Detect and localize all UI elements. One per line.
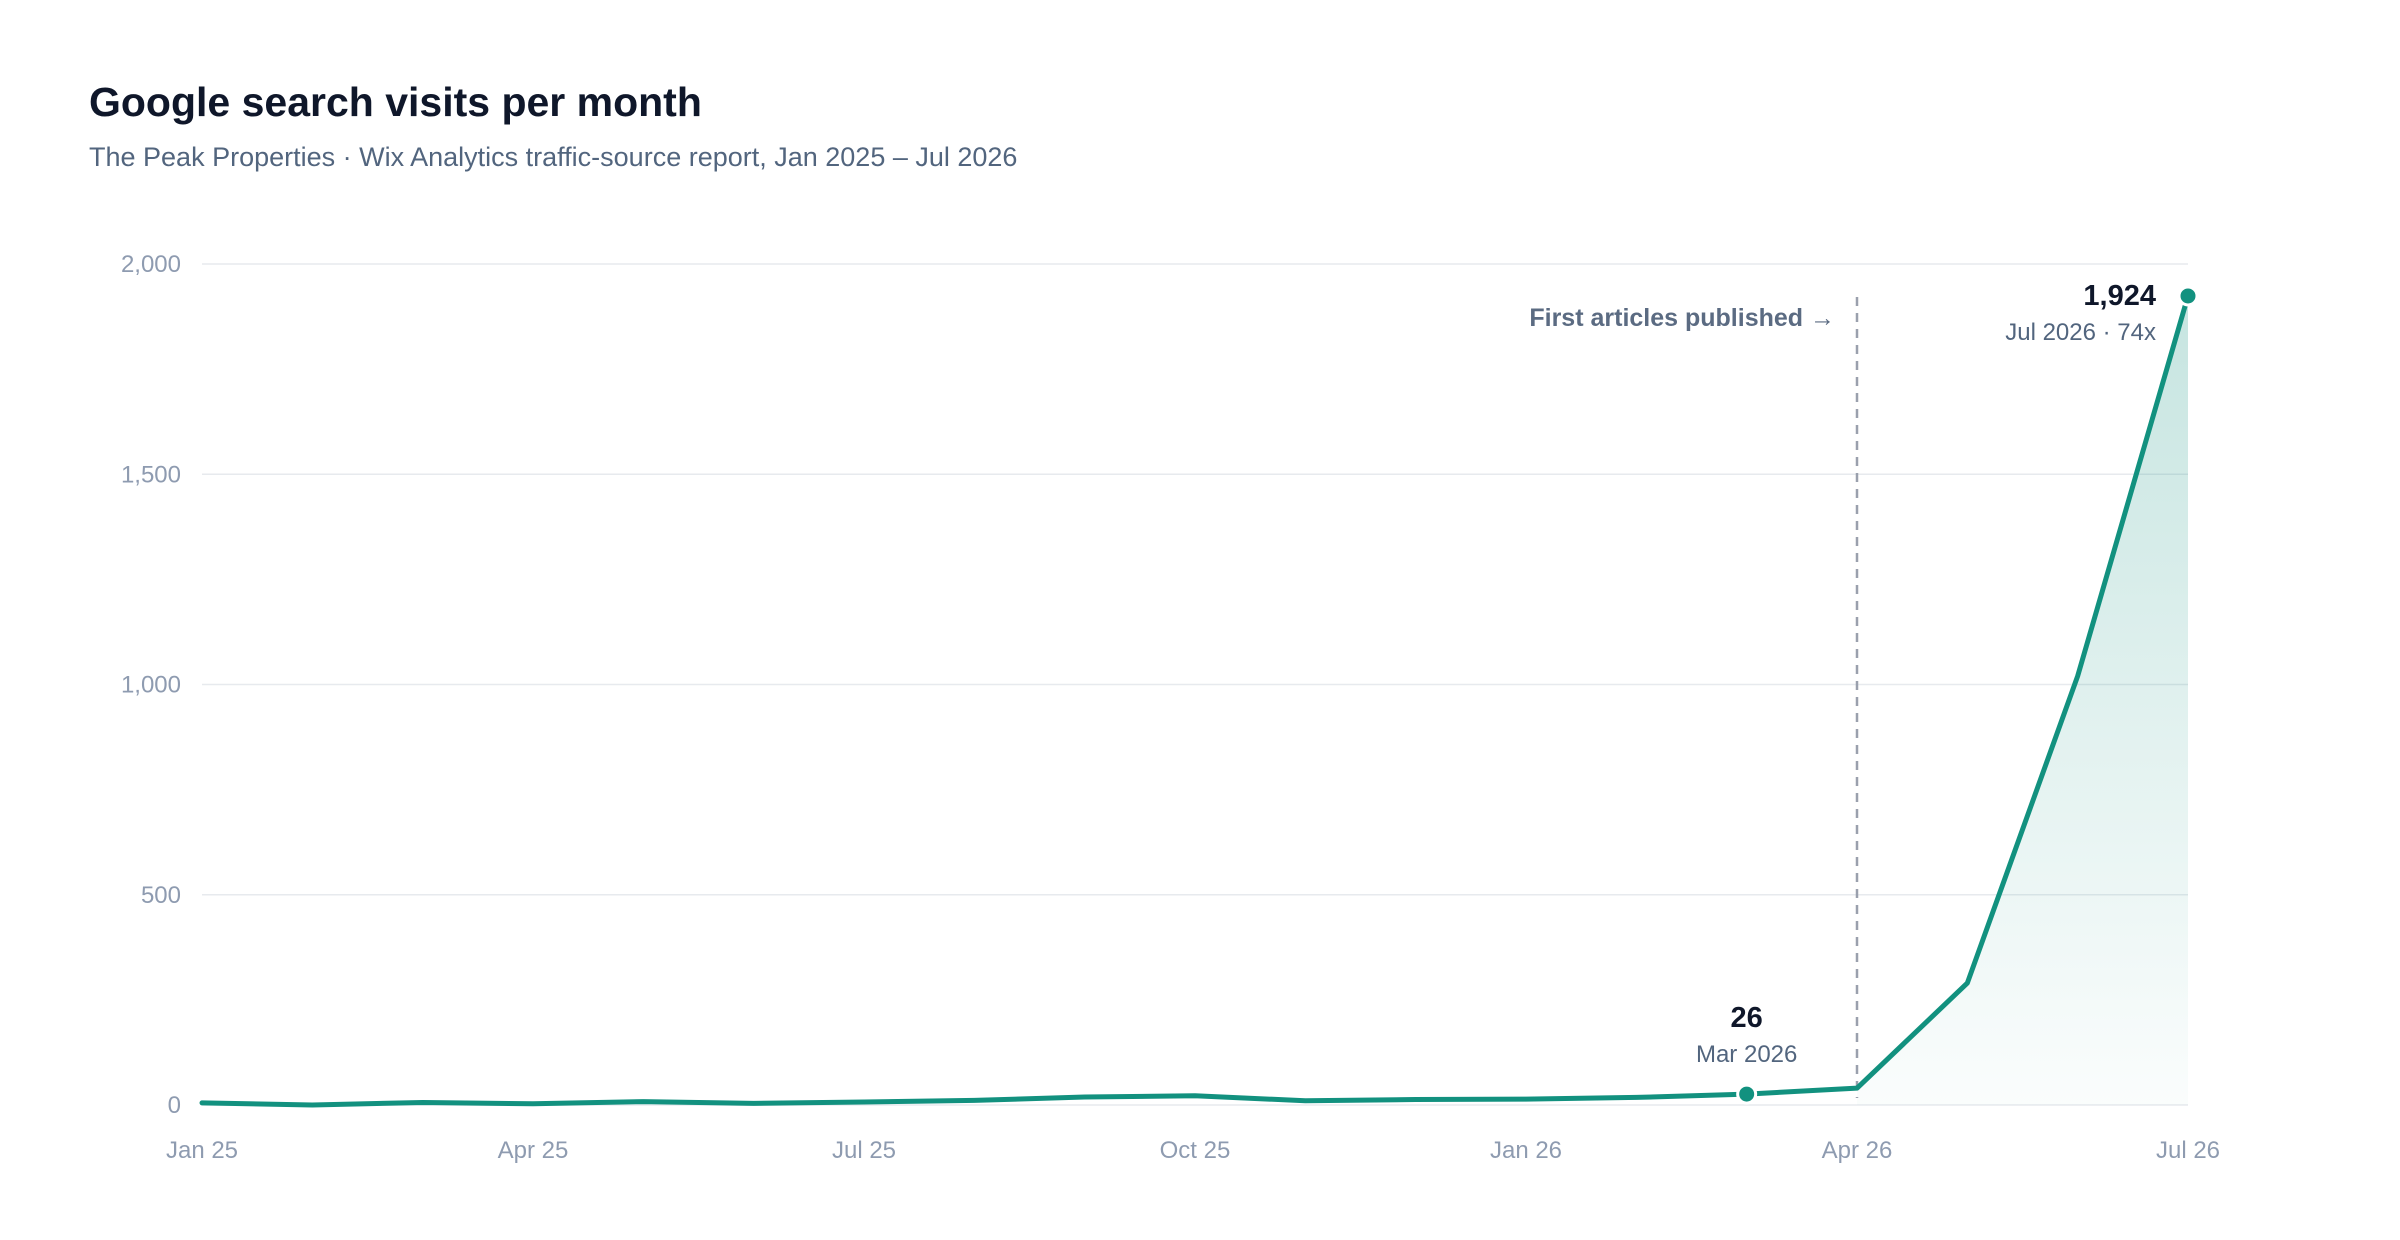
y-tick-label: 1,000: [121, 672, 181, 699]
y-axis-ticks: 0 500 1,000 1,500 2,000: [121, 251, 181, 1119]
x-tick-label: Jan 25: [166, 1137, 238, 1164]
series-layer: [202, 296, 2188, 1105]
x-tick-label: Jul 25: [832, 1137, 896, 1164]
chart-subtitle: The Peak Properties · Wix Analytics traf…: [89, 142, 1017, 172]
data-label-value: 26: [1731, 1002, 1763, 1034]
x-tick-label: Apr 25: [498, 1137, 569, 1164]
y-tick-label: 1,500: [121, 461, 181, 488]
series-line: [202, 296, 2188, 1105]
data-point-highlight: [2179, 287, 2197, 305]
gridlines: [202, 264, 2188, 1105]
area-layer: [1857, 296, 2188, 1105]
chart-title: Google search visits per month: [89, 79, 702, 125]
x-tick-label: Jul 26: [2156, 1137, 2220, 1164]
x-tick-label: Apr 26: [1822, 1137, 1893, 1164]
series-area: [1857, 296, 2188, 1105]
y-tick-label: 2,000: [121, 251, 181, 278]
data-point-highlight: [1738, 1085, 1756, 1103]
y-tick-label: 0: [168, 1092, 181, 1119]
data-label-value: 1,924: [2083, 280, 2156, 312]
x-axis-ticks: Jan 25 Apr 25 Jul 25 Oct 25 Jan 26 Apr 26 Jul …: [166, 1137, 2220, 1164]
annotation-label: First articles published →: [1529, 304, 1835, 332]
annotation-layer: First articles published →: [1529, 297, 1857, 1098]
x-tick-label: Jan 26: [1490, 1137, 1562, 1164]
x-tick-label: Oct 25: [1160, 1137, 1231, 1164]
data-label-date: Jul 2026 · 74x: [2005, 319, 2156, 346]
y-tick-label: 500: [141, 882, 181, 909]
data-label-date: Mar 2026: [1696, 1041, 1797, 1068]
